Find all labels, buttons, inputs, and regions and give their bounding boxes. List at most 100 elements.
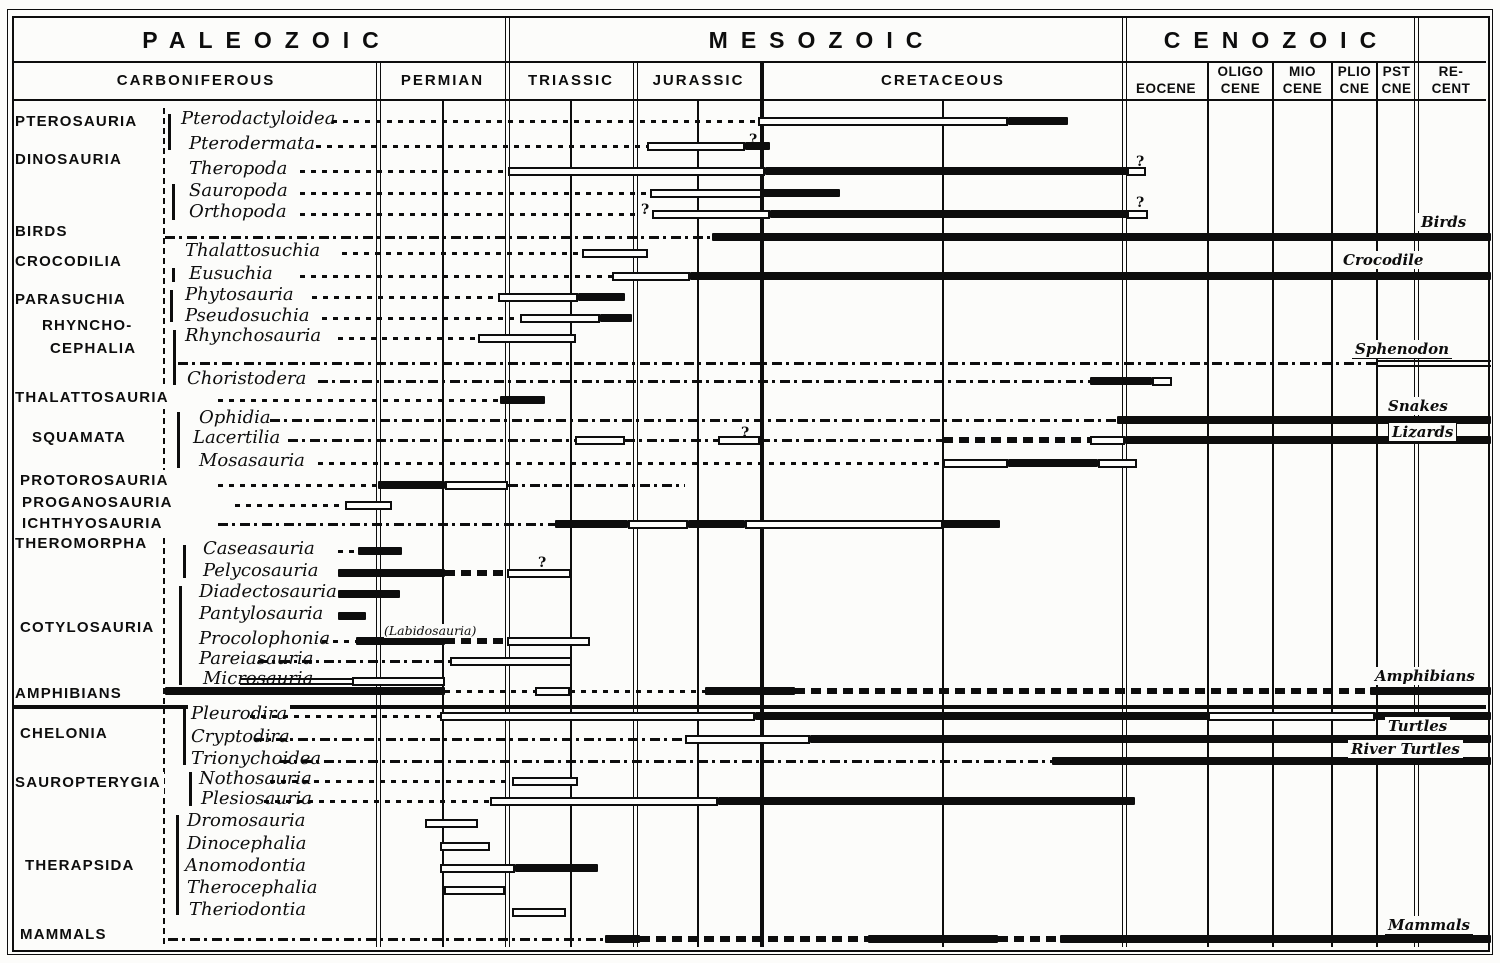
leader-dotted-line <box>338 549 358 553</box>
range-bar-open <box>478 333 576 343</box>
range-bar-open <box>612 271 690 281</box>
range-bar-open <box>507 636 590 646</box>
range-bar-solid <box>600 314 632 322</box>
period-header-line: CARBONIFEROUS <box>116 71 276 89</box>
taxon-group-bracket <box>177 412 180 468</box>
range-bar-solid <box>810 735 1491 743</box>
period-header-line: PST <box>1382 64 1411 80</box>
taxon-label: Lacertilia <box>190 427 284 449</box>
period-header-line: CENT <box>1431 81 1471 97</box>
taxon-group-bracket <box>172 268 175 282</box>
period-header-line: PLIO <box>1337 64 1372 80</box>
right-label: Mammals <box>1385 916 1473 935</box>
range-bar-solid <box>1052 757 1491 765</box>
taxon-group-bracket <box>189 772 192 806</box>
group-label: COTYLOSAURIA <box>20 616 158 639</box>
taxon-label: Ophidia <box>196 407 274 429</box>
grid-hline <box>14 61 1486 63</box>
range-bar-solid <box>868 935 998 943</box>
range-bar-open <box>628 519 688 529</box>
taxon-label: Phytosauria <box>182 284 297 306</box>
period-header: TRIASSIC <box>507 62 635 100</box>
range-bar-open <box>352 676 445 686</box>
range-bar-open <box>1090 435 1125 445</box>
grid-hline <box>14 99 1486 101</box>
range-bar-open <box>582 248 648 258</box>
leader-dashdot-line <box>760 438 943 442</box>
range-bar-solid <box>338 612 366 620</box>
range-bar-open <box>345 500 392 510</box>
question-mark: ? <box>1136 195 1145 211</box>
group-label: PROGANOSAURIA <box>22 491 176 514</box>
leader-dashdot-line <box>270 418 1117 422</box>
grid-vline <box>1331 62 1333 947</box>
range-bar-open <box>440 841 490 851</box>
range-bar-solid <box>1117 416 1491 424</box>
range-bar-double-line <box>1376 359 1491 367</box>
taxon-label: Pareiasauria <box>196 648 317 670</box>
range-bar-open <box>1127 209 1148 219</box>
group-label: THEROMORPHA <box>15 532 151 555</box>
range-bar-solid <box>515 864 598 872</box>
period-header: OLIGO CENE <box>1208 62 1273 100</box>
leader-dotted-line <box>338 336 478 340</box>
leader-dashdot-line <box>508 483 685 487</box>
question-mark: ? <box>741 425 750 441</box>
leader-dotted-line <box>300 274 612 278</box>
range-bar-open <box>520 313 600 323</box>
taxon-group-bracket <box>170 290 173 322</box>
range-bar-solid <box>338 590 400 598</box>
question-mark: ? <box>641 202 650 218</box>
leader-dotted-line <box>218 398 500 402</box>
leader-dashdot-line <box>280 759 1052 763</box>
taxon-label: Choristodera <box>184 368 310 390</box>
grid-vline <box>1272 62 1274 947</box>
range-bar-solid <box>943 520 1000 528</box>
range-bar-open <box>440 711 755 721</box>
range-bar-open <box>508 166 765 176</box>
range-bar-solid <box>745 142 770 150</box>
range-bar-open <box>647 141 745 151</box>
taxon-label: Sauropoda <box>186 180 291 202</box>
era-header: PALEOZOIC <box>142 26 392 53</box>
taxon-label: Theropoda <box>186 158 291 180</box>
group-label: THERAPSIDA <box>25 854 138 877</box>
range-bar-heavy-dashed <box>445 570 507 576</box>
taxon-group-bracket <box>183 545 186 578</box>
leader-dotted-line <box>270 779 512 783</box>
range-bar-open <box>650 188 762 198</box>
leader-dashdot-line <box>168 937 605 941</box>
taxon-group-bracket <box>168 114 171 150</box>
period-header-line: MIO <box>1289 64 1316 80</box>
period-header-line: RE- <box>1438 64 1464 80</box>
range-bar-open <box>498 292 578 302</box>
range-bar-solid <box>358 547 402 555</box>
range-bar-double-line <box>240 677 352 685</box>
group-label: PROTOROSAURIA <box>20 469 172 492</box>
grid-vline <box>1413 18 1419 947</box>
period-header: CRETACEOUS <box>762 62 1124 100</box>
range-bar-solid <box>755 712 1208 720</box>
range-bar-solid <box>165 687 445 695</box>
grid-vline <box>1376 62 1378 947</box>
range-bar-open <box>512 907 566 917</box>
group-label: RHYNCHO- <box>42 315 136 337</box>
range-bar-heavy-dashed <box>795 688 1370 694</box>
leader-dotted-line <box>316 144 647 148</box>
range-bar-heavy-dashed <box>640 936 868 942</box>
range-bar-solid <box>500 396 545 404</box>
range-bar-open <box>1127 166 1146 176</box>
taxon-label: Rhynchosauria <box>182 325 325 347</box>
grid-vline <box>632 62 638 947</box>
taxon-group-bracket <box>176 815 179 915</box>
period-header-line: EOCENE <box>1135 81 1196 97</box>
taxon-group-bracket <box>173 330 176 385</box>
range-bar-solid <box>1090 377 1152 385</box>
range-bar-solid <box>578 293 625 301</box>
leader-dotted-line <box>300 191 650 195</box>
group-label: CROCODILIA <box>15 250 125 273</box>
leader-dashdot-line <box>258 659 450 663</box>
range-bar-open <box>440 863 515 873</box>
taxon-group-bracket <box>179 586 182 685</box>
period-header: JURASSIC <box>635 62 762 100</box>
